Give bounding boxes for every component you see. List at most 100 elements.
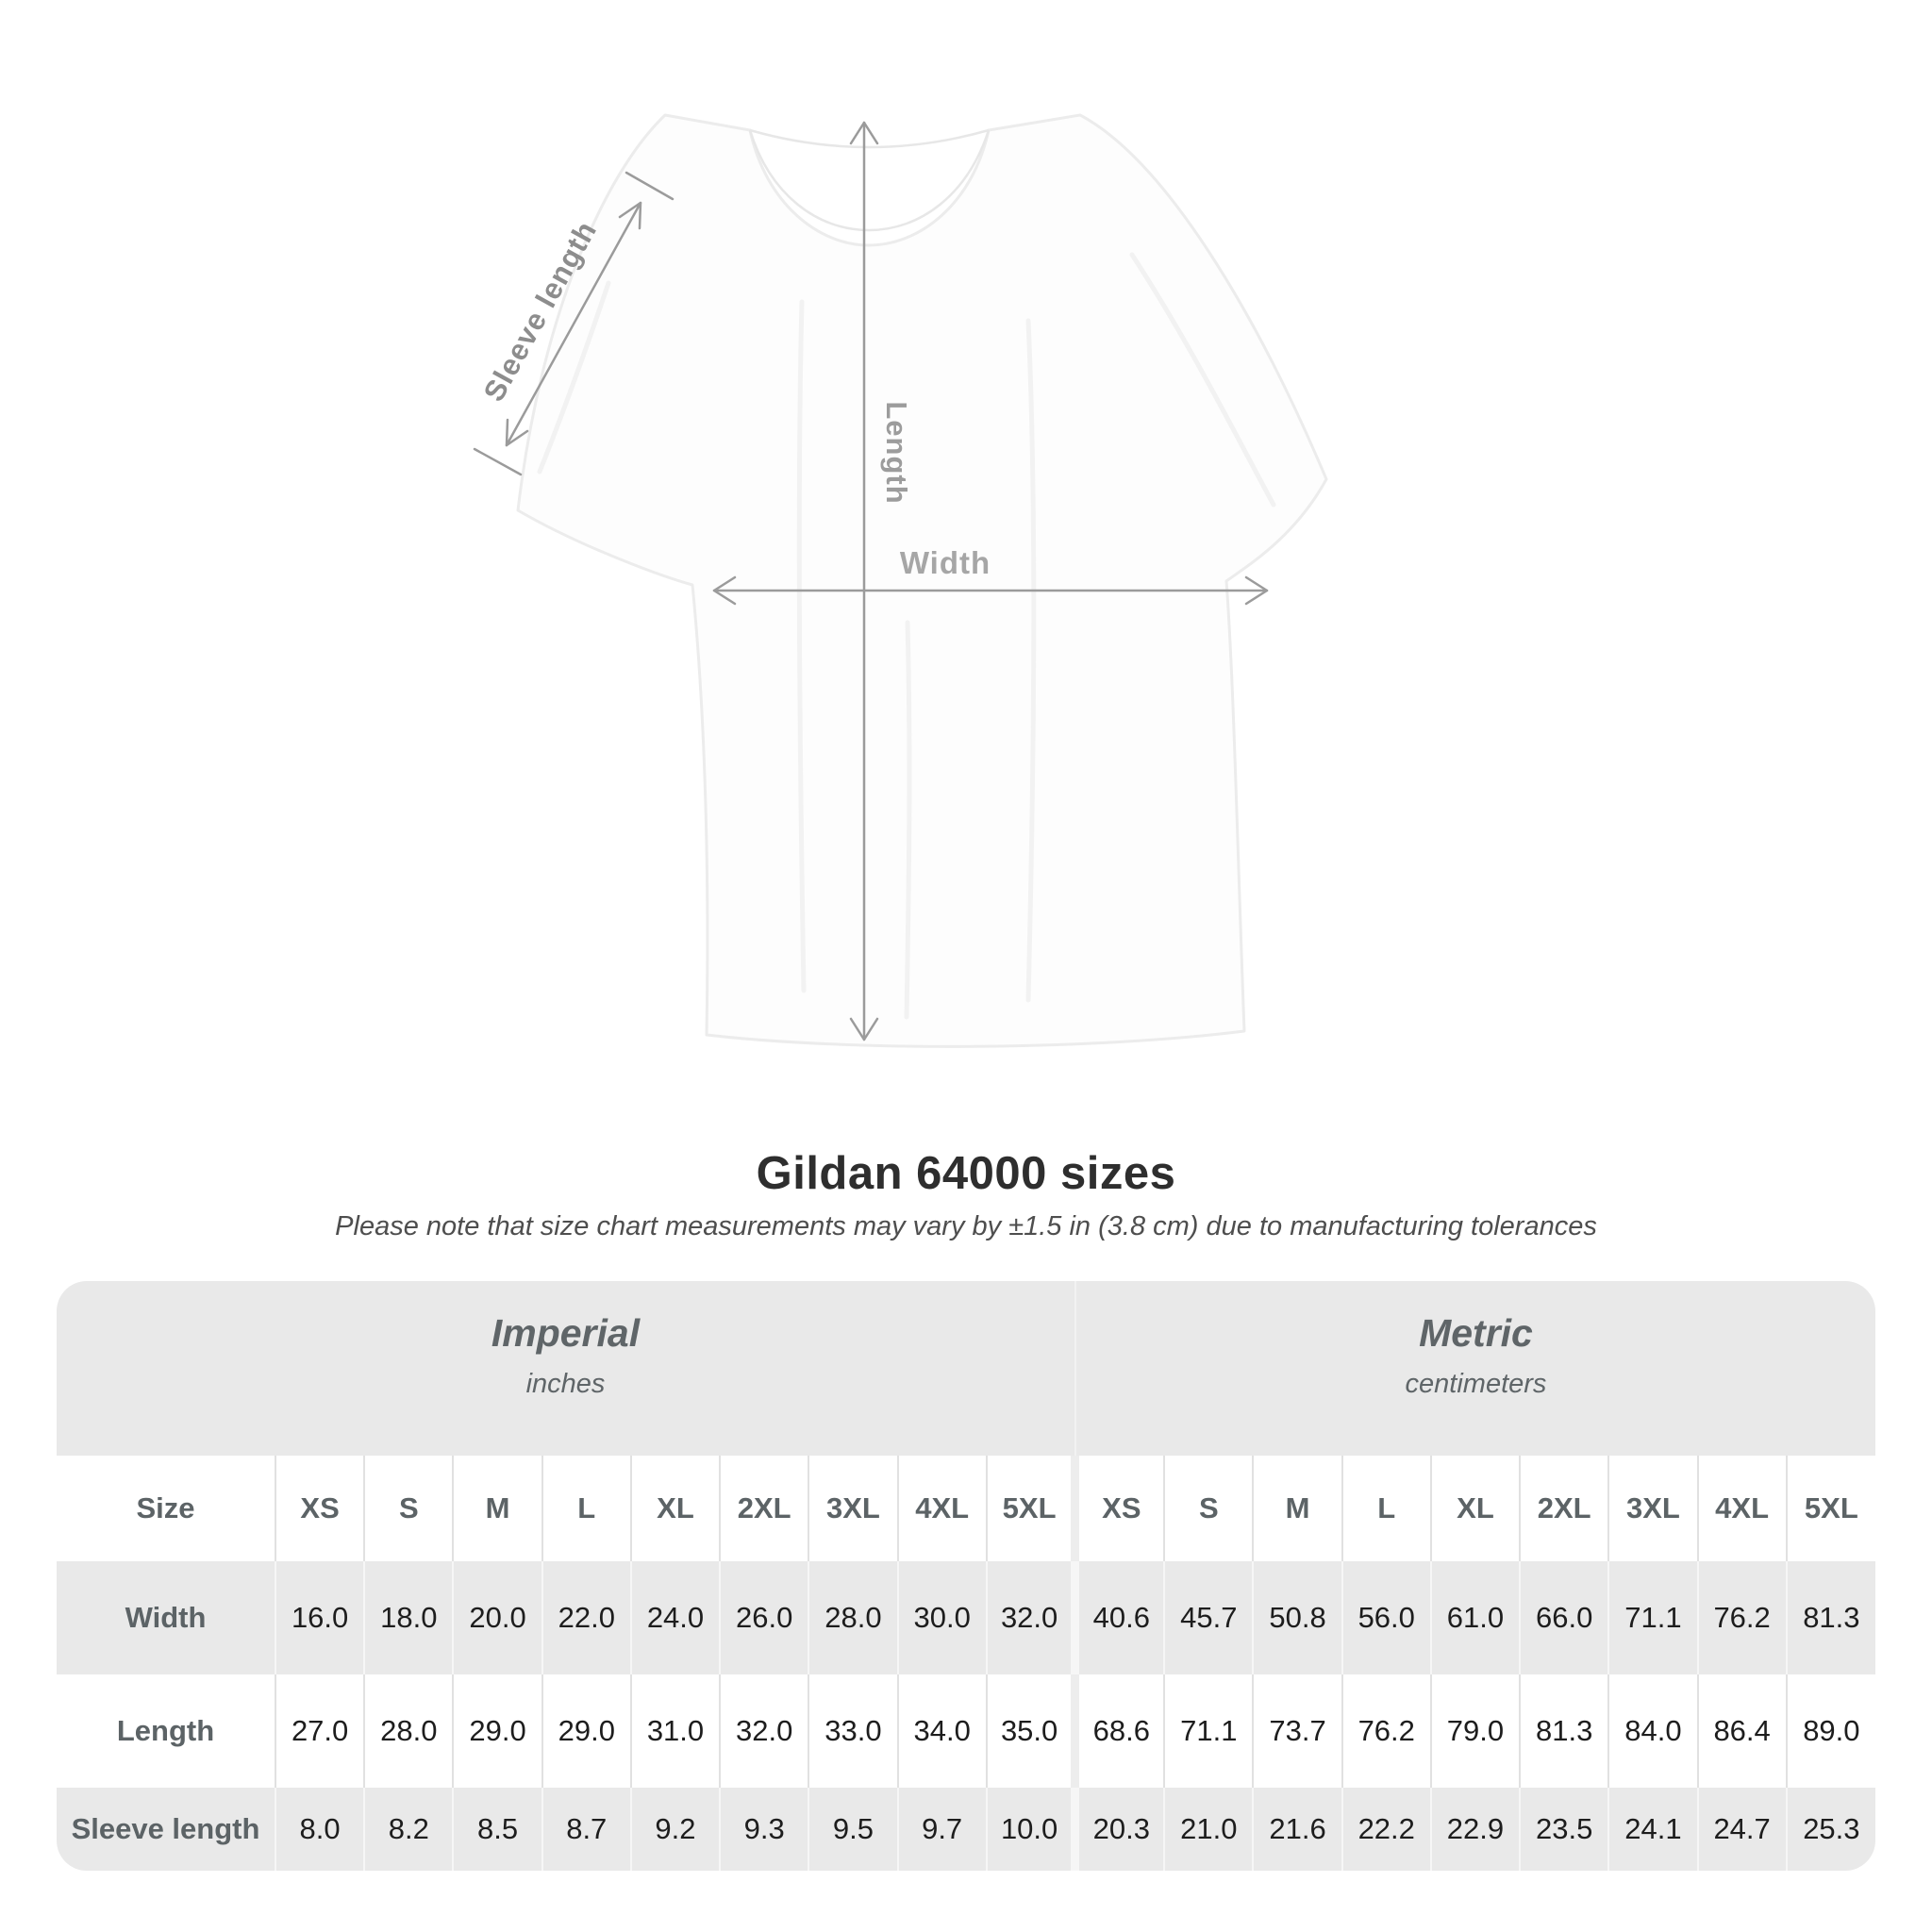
cell: 40.6 <box>1071 1561 1165 1674</box>
metric-group-header: Metric centimeters <box>1074 1281 1875 1456</box>
cell: 20.3 <box>1071 1788 1165 1871</box>
cell: 9.2 <box>629 1788 721 1871</box>
cell: 29.0 <box>541 1674 631 1788</box>
width-label: Width <box>899 545 991 580</box>
cell: 66.0 <box>1519 1561 1609 1674</box>
cell: 24.0 <box>629 1561 721 1674</box>
length-arrow <box>849 121 879 1041</box>
cell: 79.0 <box>1429 1674 1521 1788</box>
cell: 24.7 <box>1696 1788 1787 1871</box>
measurement-arrows <box>473 121 1269 1041</box>
size-header-row: Size XS S M L XL 2XL 3XL 4XL 5XL XS S M … <box>57 1456 1875 1561</box>
sleeve-length-arrow <box>473 171 675 476</box>
cell: 45.7 <box>1163 1561 1254 1674</box>
cell: 33.0 <box>808 1674 898 1788</box>
size-header: XL <box>629 1456 721 1561</box>
cell: 8.0 <box>274 1788 365 1871</box>
cell: 9.5 <box>808 1788 898 1871</box>
size-header: XL <box>1429 1456 1521 1561</box>
cell: 27.0 <box>274 1674 365 1788</box>
cell: 26.0 <box>719 1561 809 1674</box>
cell: 8.7 <box>541 1788 631 1871</box>
size-header: L <box>1341 1456 1431 1561</box>
length-label: Length <box>880 401 913 505</box>
size-header: 2XL <box>1519 1456 1609 1561</box>
cell: 68.6 <box>1071 1674 1165 1788</box>
page-title: Gildan 64000 sizes <box>756 1148 1176 1199</box>
size-header: 3XL <box>808 1456 898 1561</box>
cell: 50.8 <box>1252 1561 1342 1674</box>
cell: 76.2 <box>1341 1674 1431 1788</box>
cell: 22.9 <box>1429 1788 1521 1871</box>
collar-inner-seam <box>748 129 991 232</box>
row-label-width: Width <box>125 1601 207 1634</box>
cell: 30.0 <box>896 1561 987 1674</box>
size-header: S <box>1163 1456 1254 1561</box>
size-header: 4XL <box>1696 1456 1787 1561</box>
cell: 25.3 <box>1785 1788 1875 1871</box>
imperial-group-header: Imperial inches <box>57 1281 1075 1456</box>
width-row: Width 16.0 18.0 20.0 22.0 24.0 26.0 28.0… <box>57 1561 1875 1674</box>
cell: 28.0 <box>363 1674 454 1788</box>
length-row: Length 27.0 28.0 29.0 29.0 31.0 32.0 33.… <box>57 1674 1875 1788</box>
cell: 32.0 <box>719 1674 809 1788</box>
cell: 9.7 <box>896 1788 987 1871</box>
size-header: S <box>363 1456 454 1561</box>
size-header: L <box>541 1456 631 1561</box>
cell: 71.1 <box>1607 1561 1698 1674</box>
fabric-folds <box>537 252 1276 1020</box>
cell: 81.3 <box>1519 1674 1609 1788</box>
size-header: XS <box>1071 1456 1165 1561</box>
size-header: 4XL <box>896 1456 987 1561</box>
size-chart-table: Imperial inches Metric centimeters Size … <box>57 1281 1875 1871</box>
size-header: M <box>1252 1456 1342 1561</box>
row-label-sleeve-length: Sleeve length <box>71 1812 260 1845</box>
collar-back-seam <box>749 128 990 149</box>
cell: 29.0 <box>452 1674 542 1788</box>
cell: 23.5 <box>1519 1788 1609 1871</box>
cell: 84.0 <box>1607 1674 1698 1788</box>
cell: 21.6 <box>1252 1788 1342 1871</box>
imperial-unit: inches <box>525 1369 606 1399</box>
cell: 8.2 <box>363 1788 454 1871</box>
cell: 16.0 <box>274 1561 365 1674</box>
cell: 71.1 <box>1163 1674 1254 1788</box>
cell: 21.0 <box>1163 1788 1254 1871</box>
cell: 34.0 <box>896 1674 987 1788</box>
tolerance-note: Please note that size chart measurements… <box>335 1211 1597 1241</box>
cell: 10.0 <box>985 1788 1075 1871</box>
imperial-label: Imperial <box>491 1311 641 1355</box>
size-header: 5XL <box>1785 1456 1875 1561</box>
cell: 22.2 <box>1341 1788 1431 1871</box>
cell: 9.3 <box>719 1788 809 1871</box>
cell: 35.0 <box>985 1674 1075 1788</box>
cell: 24.1 <box>1607 1788 1698 1871</box>
tshirt-silhouette <box>516 113 1328 1048</box>
size-column-header: Size <box>136 1491 195 1524</box>
cell: 81.3 <box>1785 1561 1875 1674</box>
cell: 20.0 <box>452 1561 542 1674</box>
size-header: M <box>452 1456 542 1561</box>
tshirt-diagram <box>473 113 1328 1048</box>
cell: 73.7 <box>1252 1674 1342 1788</box>
cell: 76.2 <box>1696 1561 1787 1674</box>
cell: 89.0 <box>1785 1674 1875 1788</box>
size-header: 3XL <box>1607 1456 1698 1561</box>
unit-group-row: Imperial inches Metric centimeters <box>57 1281 1875 1456</box>
cell: 22.0 <box>541 1561 631 1674</box>
metric-unit: centimeters <box>1405 1369 1547 1399</box>
size-header: 5XL <box>985 1456 1075 1561</box>
sleeve-length-row: Sleeve length 8.0 8.2 8.5 8.7 9.2 9.3 9.… <box>57 1788 1875 1871</box>
cell: 56.0 <box>1341 1561 1431 1674</box>
metric-label: Metric <box>1419 1311 1533 1355</box>
cell: 31.0 <box>629 1674 721 1788</box>
cell: 28.0 <box>808 1561 898 1674</box>
cell: 32.0 <box>985 1561 1075 1674</box>
cell: 8.5 <box>452 1788 542 1871</box>
cell: 86.4 <box>1696 1674 1787 1788</box>
size-header: 2XL <box>719 1456 809 1561</box>
cell: 61.0 <box>1429 1561 1521 1674</box>
row-label-length: Length <box>116 1714 215 1747</box>
cell: 18.0 <box>363 1561 454 1674</box>
size-header: XS <box>274 1456 365 1561</box>
